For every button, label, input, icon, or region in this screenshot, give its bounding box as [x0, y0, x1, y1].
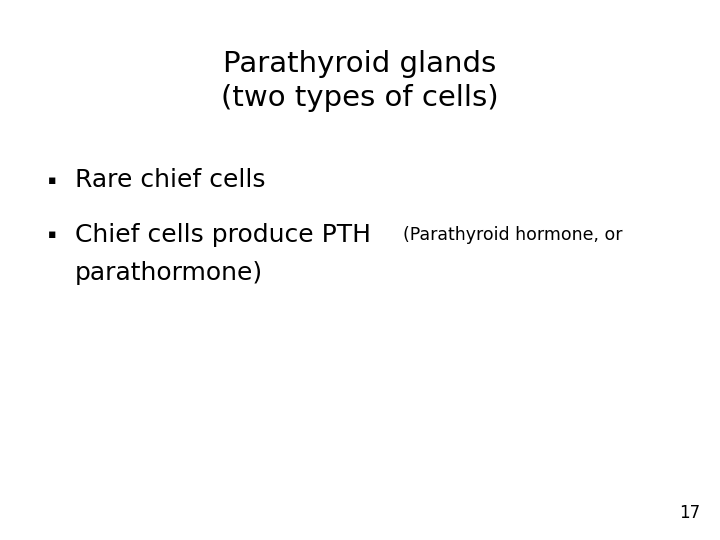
Text: parathormone): parathormone) [75, 261, 263, 285]
Text: (Parathyroid hormone, or: (Parathyroid hormone, or [403, 226, 623, 244]
Text: 17: 17 [679, 504, 700, 522]
Text: Chief cells produce PTH: Chief cells produce PTH [75, 223, 379, 247]
Text: Parathyroid glands
(two types of cells): Parathyroid glands (two types of cells) [221, 50, 499, 111]
Text: ▪: ▪ [48, 173, 56, 186]
Text: ▪: ▪ [48, 228, 56, 241]
Text: Rare chief cells: Rare chief cells [75, 168, 266, 192]
